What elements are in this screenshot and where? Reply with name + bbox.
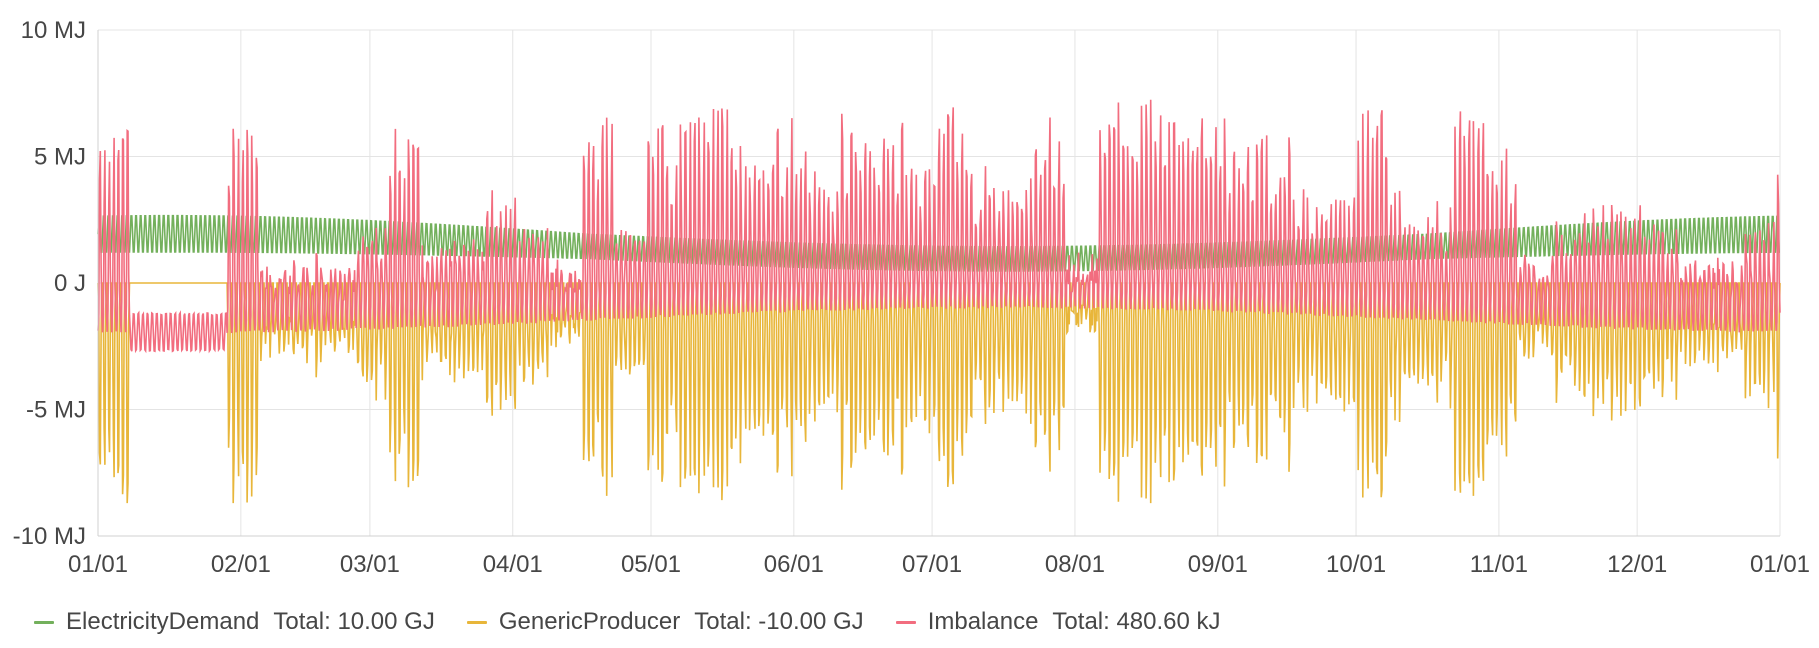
legend-series-name: ElectricityDemand: [66, 608, 260, 635]
x-tick-label: 01/01: [1750, 551, 1810, 578]
axes: [97, 30, 1780, 537]
y-tick-label: 10 MJ: [21, 17, 86, 44]
x-tick-label: 10/01: [1326, 551, 1386, 578]
x-tick-label: 11/01: [1470, 551, 1528, 578]
series-line-electricity-demand: [97, 214, 1780, 272]
legend-item-imbalance[interactable]: Imbalance Total: 480.60 kJ: [895, 608, 1221, 636]
x-tick-label: 08/01: [1045, 551, 1105, 578]
series-line-imbalance: [97, 99, 1781, 354]
legend-swatch-electricity-demand: [34, 620, 54, 624]
x-tick-label: 05/01: [621, 551, 681, 578]
x-tick-label: 09/01: [1188, 551, 1248, 578]
legend-series-total: Total: 480.60 kJ: [1052, 608, 1221, 635]
x-tick-label: 12/01: [1607, 551, 1667, 578]
legend-series-name: GenericProducer: [498, 608, 681, 635]
x-axis-ticks: 01/01 02/01 03/01 04/01 05/01 06/01 07/01 08/01…: [68, 551, 1810, 578]
x-tick-label: 04/01: [483, 551, 543, 578]
x-tick-label: 03/01: [340, 551, 400, 578]
y-tick-label: 5 MJ: [34, 144, 86, 171]
y-tick-label: -5 MJ: [26, 397, 86, 424]
legend-swatch-generic-producer: [466, 620, 487, 624]
energy-chart: 10 MJ5 MJ0 J-5 MJ-10 MJ 01/01 02/01 03/01 0…: [13, 17, 1810, 578]
legend-series-name: Imbalance: [927, 608, 1039, 635]
x-tick-label: 07/01: [902, 551, 962, 578]
series-lines: [97, 99, 1781, 504]
x-tick-label: 01/01: [68, 551, 128, 578]
legend-series-total: Total: 10.00 GJ: [273, 608, 435, 635]
chart-area: 10 MJ 5 MJ 0 J -5 MJ -10 MJ 01/01 02/01 03/01 0…: [13, 17, 1810, 578]
legend-swatch-imbalance: [895, 620, 916, 624]
y-axis-ticks: 10 MJ 5 MJ 0 J -5 MJ -10 MJ: [13, 17, 86, 550]
x-tick-label: 02/01: [211, 551, 271, 578]
legend-series-total: Total: -10.00 GJ: [694, 608, 864, 635]
y-tick-label: 0 J: [54, 270, 86, 297]
legend-item-generic-producer[interactable]: GenericProducer Total: -10.00 GJ: [466, 608, 864, 636]
legend: ElectricityDemand Total: 10.00 GJ Generi…: [34, 604, 1253, 640]
y-tick-label: -10 MJ: [13, 523, 86, 550]
x-tick-label: 06/01: [764, 551, 824, 578]
legend-item-electricity-demand[interactable]: ElectricityDemand Total: 10.00 GJ: [34, 608, 435, 636]
